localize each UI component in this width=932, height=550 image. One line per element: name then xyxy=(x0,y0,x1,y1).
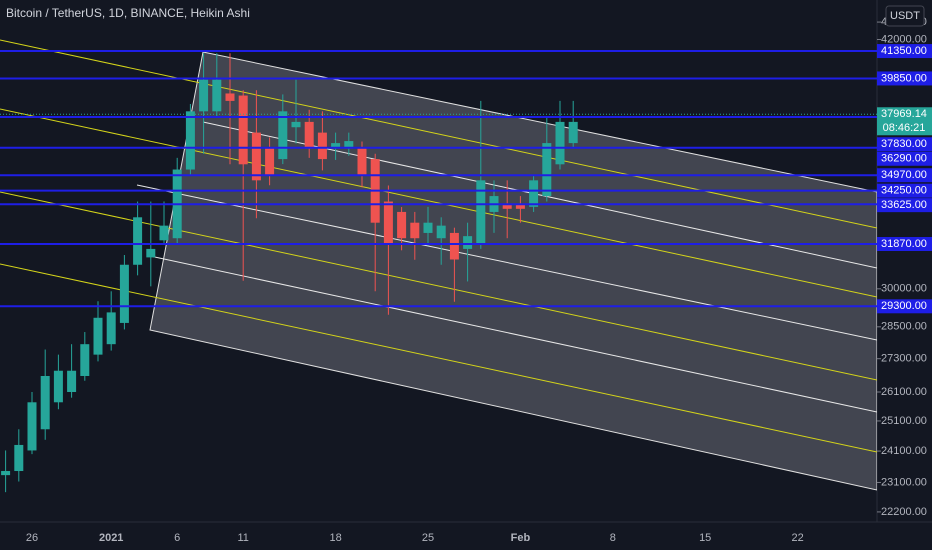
countdown-label: 08:46:21 xyxy=(883,122,926,134)
candle-body xyxy=(106,312,116,345)
candle-body xyxy=(436,225,446,239)
level-price-label: 37830.00 xyxy=(881,138,927,150)
y-tick-label: 24100.00 xyxy=(881,445,927,457)
candle-body xyxy=(212,79,222,112)
x-tick-label: 26 xyxy=(26,532,38,544)
level-price-label: 29300.00 xyxy=(881,300,927,312)
x-tick-label: 8 xyxy=(610,532,616,544)
x-tick-label: 25 xyxy=(422,532,434,544)
pitchfork-drawing xyxy=(0,39,877,491)
median-line xyxy=(0,108,877,298)
y-tick-label: 22200.00 xyxy=(881,506,927,518)
median-line xyxy=(0,263,877,453)
x-tick-label: 22 xyxy=(791,532,803,544)
x-tick-label: 18 xyxy=(329,532,341,544)
median-line xyxy=(0,39,877,229)
candle-body xyxy=(27,402,37,451)
level-price-box xyxy=(877,198,932,213)
level-price-label: 36290.00 xyxy=(881,153,927,165)
candle-body xyxy=(515,204,525,209)
last-price-label: 37969.14 xyxy=(881,108,927,120)
candle-body xyxy=(67,370,77,393)
candle-body xyxy=(53,370,63,403)
candle-body xyxy=(1,471,11,476)
candle-body xyxy=(410,222,420,239)
level-price-box xyxy=(877,299,932,314)
x-tick-label: 15 xyxy=(699,532,711,544)
level-price-box xyxy=(877,44,932,59)
level-price-label: 31870.00 xyxy=(881,238,927,250)
candle-body xyxy=(304,121,314,149)
candle-body xyxy=(146,248,156,258)
candle-body xyxy=(555,121,565,165)
level-price-box xyxy=(877,71,932,86)
candle-body xyxy=(344,141,354,149)
candle-body xyxy=(502,204,512,209)
x-tick-label: 6 xyxy=(174,532,180,544)
level-price-box xyxy=(877,237,932,252)
y-tick-label: 30000.00 xyxy=(881,283,927,295)
y-tick-label: 28500.00 xyxy=(881,321,927,333)
candle-body xyxy=(14,444,24,472)
candle-body xyxy=(278,111,288,160)
candle-body xyxy=(291,121,301,128)
candle-body xyxy=(133,217,143,265)
currency-label: USDT xyxy=(890,10,920,22)
candle-body xyxy=(93,317,103,355)
level-price-label: 34970.00 xyxy=(881,169,927,181)
y-tick-label: 26100.00 xyxy=(881,386,927,398)
candle-body xyxy=(40,375,50,430)
level-price-label: 33625.00 xyxy=(881,199,927,211)
candle-body xyxy=(383,201,393,244)
x-tick-label: Feb xyxy=(511,532,531,544)
x-tick-label: 11 xyxy=(237,532,248,544)
y-tick-label: 27300.00 xyxy=(881,353,927,365)
candle-body xyxy=(225,93,235,101)
median-line xyxy=(0,191,877,381)
candle-body xyxy=(463,236,473,249)
x-tick-label: 2021 xyxy=(99,532,123,544)
candle-body xyxy=(397,211,407,239)
y-tick-label: 23100.00 xyxy=(881,476,927,488)
y-tick-label: 42000.00 xyxy=(881,33,927,45)
channel-line xyxy=(136,184,877,341)
candle-body xyxy=(357,148,367,176)
candle-body xyxy=(185,111,195,170)
candle-body xyxy=(449,232,459,260)
candle-body xyxy=(568,121,578,144)
level-price-label: 39850.00 xyxy=(881,72,927,84)
level-price-box xyxy=(877,151,932,166)
y-tick-label: 25100.00 xyxy=(881,415,927,427)
candle-body xyxy=(317,132,327,160)
candle-body xyxy=(542,143,552,197)
candle-body xyxy=(199,79,209,112)
level-price-box xyxy=(877,137,932,152)
candle-body xyxy=(80,344,90,376)
candle-body xyxy=(423,222,433,233)
candle-body xyxy=(238,95,248,165)
candle-body xyxy=(119,264,129,323)
candle-body xyxy=(529,180,539,207)
candle-body xyxy=(331,143,341,149)
last-price-box xyxy=(877,107,932,136)
chart-title: Bitcoin / TetherUS, 1D, BINANCE, Heikin … xyxy=(6,6,250,20)
channel-line xyxy=(149,255,877,413)
currency-box xyxy=(885,5,925,27)
candle-body xyxy=(476,180,486,244)
level-price-box xyxy=(877,183,932,198)
candle-body xyxy=(251,132,261,181)
level-price-label: 34250.00 xyxy=(881,185,927,197)
level-price-box xyxy=(877,168,932,183)
candle-body xyxy=(159,225,169,241)
candle-body xyxy=(265,148,275,176)
level-price-label: 41350.00 xyxy=(881,45,927,57)
